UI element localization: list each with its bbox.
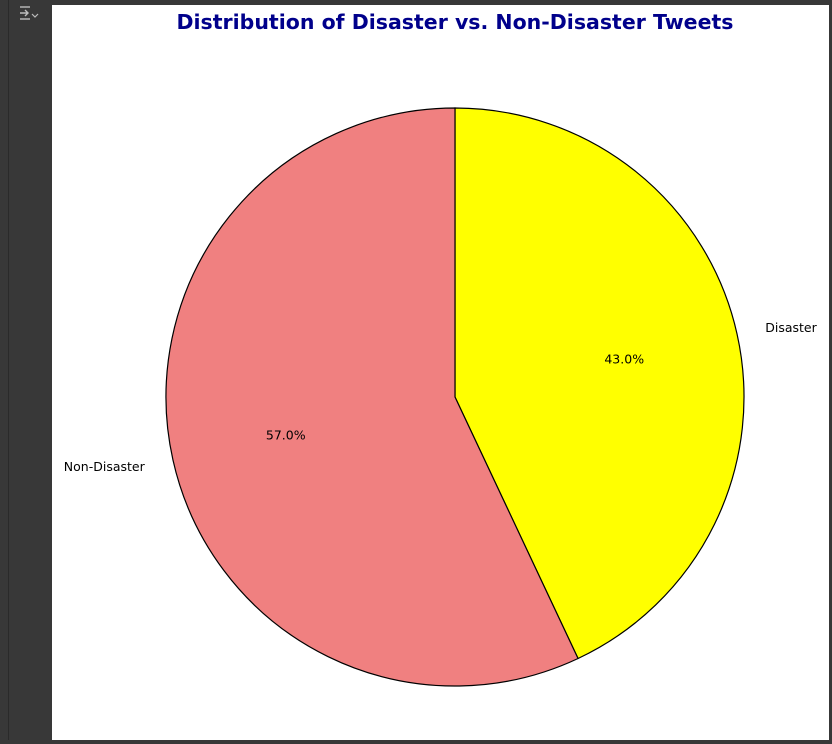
right-strip	[829, 0, 832, 740]
pie-slice-non-disaster	[165, 107, 579, 687]
top-strip	[0, 0, 832, 5]
pie-category-label: Non-Disaster	[64, 459, 146, 474]
pie-slices	[165, 107, 745, 687]
chart-figure: Distribution of Disaster vs. Non-Disaste…	[52, 5, 829, 740]
pie-pct-label: 57.0%	[266, 427, 306, 442]
gutter-divider	[8, 0, 9, 740]
output-collapse-icon[interactable]	[16, 2, 40, 24]
chart-title: Distribution of Disaster vs. Non-Disaste…	[176, 10, 733, 34]
pie-category-label: Disaster	[765, 320, 817, 335]
pie-chart: Distribution of Disaster vs. Non-Disaste…	[64, 10, 818, 687]
pie-pct-label: 43.0%	[604, 352, 644, 367]
cell-output-gutter	[0, 0, 52, 740]
pie-slice-disaster	[454, 107, 745, 660]
pie-labels: 43.0% Disaster 57.0% Non-Disaster	[64, 320, 818, 474]
